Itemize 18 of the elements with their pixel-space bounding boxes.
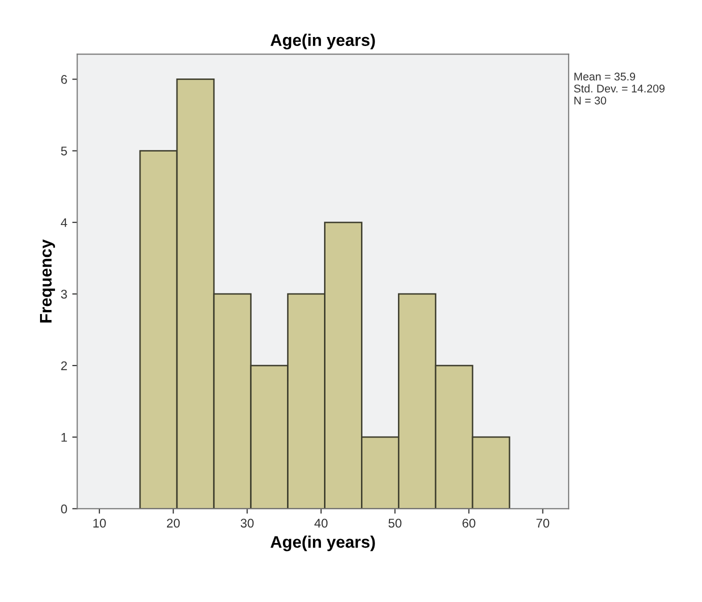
y-tick-label: 6 (61, 75, 67, 84)
x-axis-title: Age(in years) (270, 536, 375, 552)
x-tick-label: 40 (314, 518, 328, 528)
x-tick-label: 30 (240, 518, 254, 528)
x-tick-label: 60 (462, 518, 476, 528)
x-tick-label: 10 (93, 518, 106, 528)
y-tick-label: 0 (61, 504, 68, 514)
y-tick-label: 5 (61, 146, 67, 156)
y-axis-title: Frequency (40, 239, 55, 322)
x-tick-label: 50 (388, 518, 402, 528)
y-tick-label: 1 (62, 433, 67, 442)
text: Mean = 35.9 Std. Dev. = 14.209 N = 30 (574, 72, 665, 104)
y-tick-label: 3 (61, 290, 67, 299)
x-tick-label: 20 (166, 518, 180, 528)
y-tick-label: 4 (60, 218, 68, 227)
x-tick-label: 70 (536, 518, 550, 528)
chart-title: Age(in years) (270, 34, 375, 50)
y-tick-label: 2 (61, 361, 67, 370)
